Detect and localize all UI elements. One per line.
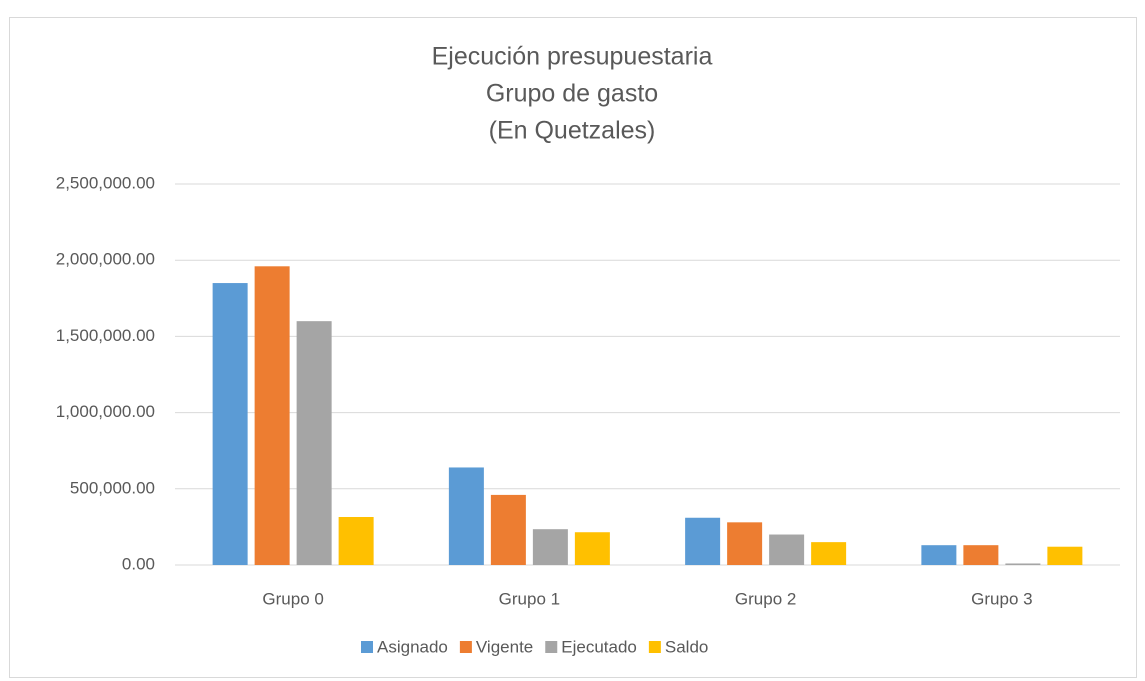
chart-title: Ejecución presupuestaria (432, 43, 713, 71)
x-tick-label: Grupo 2 (735, 589, 796, 608)
x-tick-label: Grupo 3 (971, 589, 1032, 608)
bar (811, 542, 847, 565)
y-tick-label: 500,000.00 (70, 478, 155, 497)
bar (727, 522, 763, 565)
legend-label: Vigente (476, 637, 533, 656)
bar (921, 545, 957, 565)
bar (1005, 563, 1041, 565)
bar (769, 534, 805, 565)
chart-border (9, 17, 1137, 678)
x-tick-label: Grupo 0 (262, 589, 323, 608)
bar (1047, 546, 1083, 565)
y-tick-label: 2,500,000.00 (56, 173, 155, 192)
legend-swatch (545, 641, 558, 653)
bar (574, 532, 610, 565)
bar (490, 494, 526, 565)
bar (532, 529, 568, 565)
bar (254, 266, 290, 565)
chart-title: (En Quetzales) (489, 117, 656, 145)
bar (338, 516, 374, 565)
y-tick-label: 1,000,000.00 (56, 402, 155, 421)
bar (212, 283, 248, 565)
x-tick-label: Grupo 1 (499, 589, 560, 608)
bar (448, 467, 484, 565)
bar (685, 517, 721, 565)
chart-title: Grupo de gasto (486, 80, 658, 108)
bar (963, 545, 999, 565)
legend-swatch (648, 641, 661, 653)
y-tick-label: 1,500,000.00 (56, 326, 155, 345)
legend-swatch (361, 641, 373, 653)
y-tick-label: 2,000,000.00 (56, 250, 155, 269)
y-tick-label: 0.00 (122, 554, 155, 573)
legend-label: Saldo (665, 637, 708, 656)
legend-label: Ejecutado (561, 637, 637, 656)
legend-label: Asignado (377, 637, 448, 656)
bar (296, 321, 332, 565)
legend-swatch (459, 641, 472, 653)
